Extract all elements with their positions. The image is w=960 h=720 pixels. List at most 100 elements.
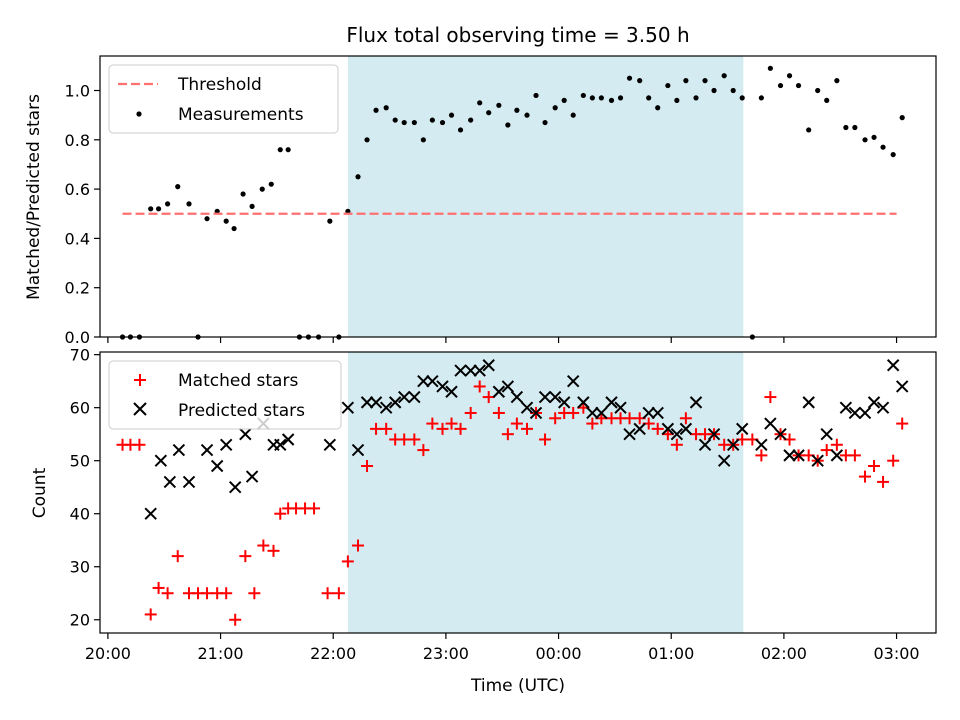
predicted-star-point <box>755 438 768 451</box>
matched-star-point <box>492 406 505 419</box>
predicted-star-point <box>379 401 393 414</box>
predicted-star-point <box>323 438 337 451</box>
matched-star-point <box>510 417 523 430</box>
measurement-point <box>767 65 773 71</box>
matched-star-point <box>464 406 477 419</box>
measurement-point <box>345 208 351 214</box>
measurement-point <box>580 92 586 99</box>
predicted-star-point <box>614 401 627 414</box>
predicted-star-point <box>895 380 909 393</box>
predicted-star-point <box>670 427 684 441</box>
x-tick-label: 22:00 <box>310 644 356 663</box>
predicted-star-point <box>557 396 571 409</box>
measurement-point <box>186 201 192 207</box>
y-tick-label: 30 <box>70 558 90 577</box>
predicted-star-point <box>369 396 383 409</box>
predicted-star-point <box>774 427 787 441</box>
matched-star-point <box>670 438 683 451</box>
matched-star-point <box>308 502 321 515</box>
top-measurements-layer <box>119 65 905 340</box>
y-tick-label: 0.0 <box>65 328 90 347</box>
matched-star-point <box>859 470 872 483</box>
measurement-point <box>448 112 455 118</box>
measurement-point <box>514 107 520 113</box>
predicted-star-point <box>445 385 458 398</box>
predicted-star-point <box>661 422 675 436</box>
y-tick-label: 20 <box>70 611 90 630</box>
x-tick-label: 23:00 <box>423 644 469 663</box>
predicted-star-point <box>426 374 439 388</box>
measurement-point <box>277 147 283 153</box>
matched-star-point <box>426 417 439 430</box>
top-x-ticks <box>107 337 898 343</box>
matched-stars-layer <box>116 380 909 626</box>
measurement-point <box>852 124 858 131</box>
y-tick-label: 0.2 <box>65 279 90 298</box>
measurement-point <box>806 127 812 133</box>
matched-star-point <box>586 417 599 430</box>
measurement-point <box>598 95 604 101</box>
predicted-star-point <box>605 396 618 409</box>
measurement-point <box>570 112 576 118</box>
predicted-star-point <box>802 396 815 409</box>
matched-star-point <box>398 433 411 446</box>
measurement-point <box>505 122 511 128</box>
top-y-ticks: 0.0 0.2 0.4 0.6 0.8 1.0 <box>65 82 100 347</box>
matched-star-point <box>152 581 165 594</box>
y-tick-label: 0.6 <box>65 180 90 199</box>
matched-star-point <box>171 550 184 563</box>
predicted-star-point <box>274 438 287 451</box>
measurement-point <box>327 218 333 224</box>
y-tick-label: 0.8 <box>65 131 90 150</box>
predicted-star-point <box>595 406 608 420</box>
predicted-star-point <box>679 422 693 436</box>
predicted-star-point <box>239 427 252 441</box>
predicted-star-point <box>341 401 355 414</box>
measurement-point <box>815 87 821 94</box>
matched-star-point <box>623 412 636 425</box>
predicted-star-point <box>707 427 721 441</box>
measurement-point <box>165 201 171 207</box>
matched-star-point <box>549 412 562 425</box>
predicted-star-point <box>482 359 495 372</box>
predicted-star-point <box>586 406 599 420</box>
measurement-point <box>364 137 370 143</box>
measurement-point <box>214 208 220 214</box>
matched-star-point <box>380 422 393 435</box>
y-tick-label: 1.0 <box>65 82 90 101</box>
measurement-point <box>411 119 417 126</box>
matched-star-point <box>445 417 458 430</box>
matched-star-point <box>830 438 843 451</box>
predicted-star-point <box>820 427 833 441</box>
measurement-point <box>148 206 154 212</box>
matched-star-point <box>229 613 242 626</box>
matched-star-point <box>820 444 833 457</box>
bottom-legend: Matched stars Predicted stars <box>108 360 342 430</box>
predicted-star-point <box>839 401 853 414</box>
measurement-point <box>626 75 633 81</box>
top-legend: Threshold Measurements <box>108 64 339 134</box>
bottom-y-ticks: 20 30 40 50 60 70 <box>70 346 100 630</box>
top-axes-frame <box>99 55 937 338</box>
matched-star-point <box>161 587 174 600</box>
matched-star-point <box>521 422 534 435</box>
measurement-point <box>429 117 435 123</box>
measurement-point <box>524 112 530 118</box>
x-tick-label: 20:00 <box>85 644 131 663</box>
measurement-point <box>533 92 539 99</box>
measurement-point <box>711 87 717 94</box>
predicted-star-point <box>538 390 552 404</box>
predicted-star-point <box>210 459 224 473</box>
predicted-star-point <box>736 422 749 436</box>
predicted-star-point <box>520 401 534 414</box>
bottom-y-axis-label: Count <box>30 467 50 518</box>
measurement-point <box>617 95 624 101</box>
matched-star-point <box>341 555 354 568</box>
matched-star-point <box>361 459 374 472</box>
matched-star-point <box>877 475 890 488</box>
predicted-star-point <box>642 406 655 420</box>
bottom-panel: 20 30 40 50 60 70 20:00 21:00 22:00 23:00 00:00 01… <box>30 346 937 696</box>
matched-star-point <box>267 544 280 557</box>
measurement-point <box>496 102 502 108</box>
predicted-star-point <box>501 380 515 393</box>
